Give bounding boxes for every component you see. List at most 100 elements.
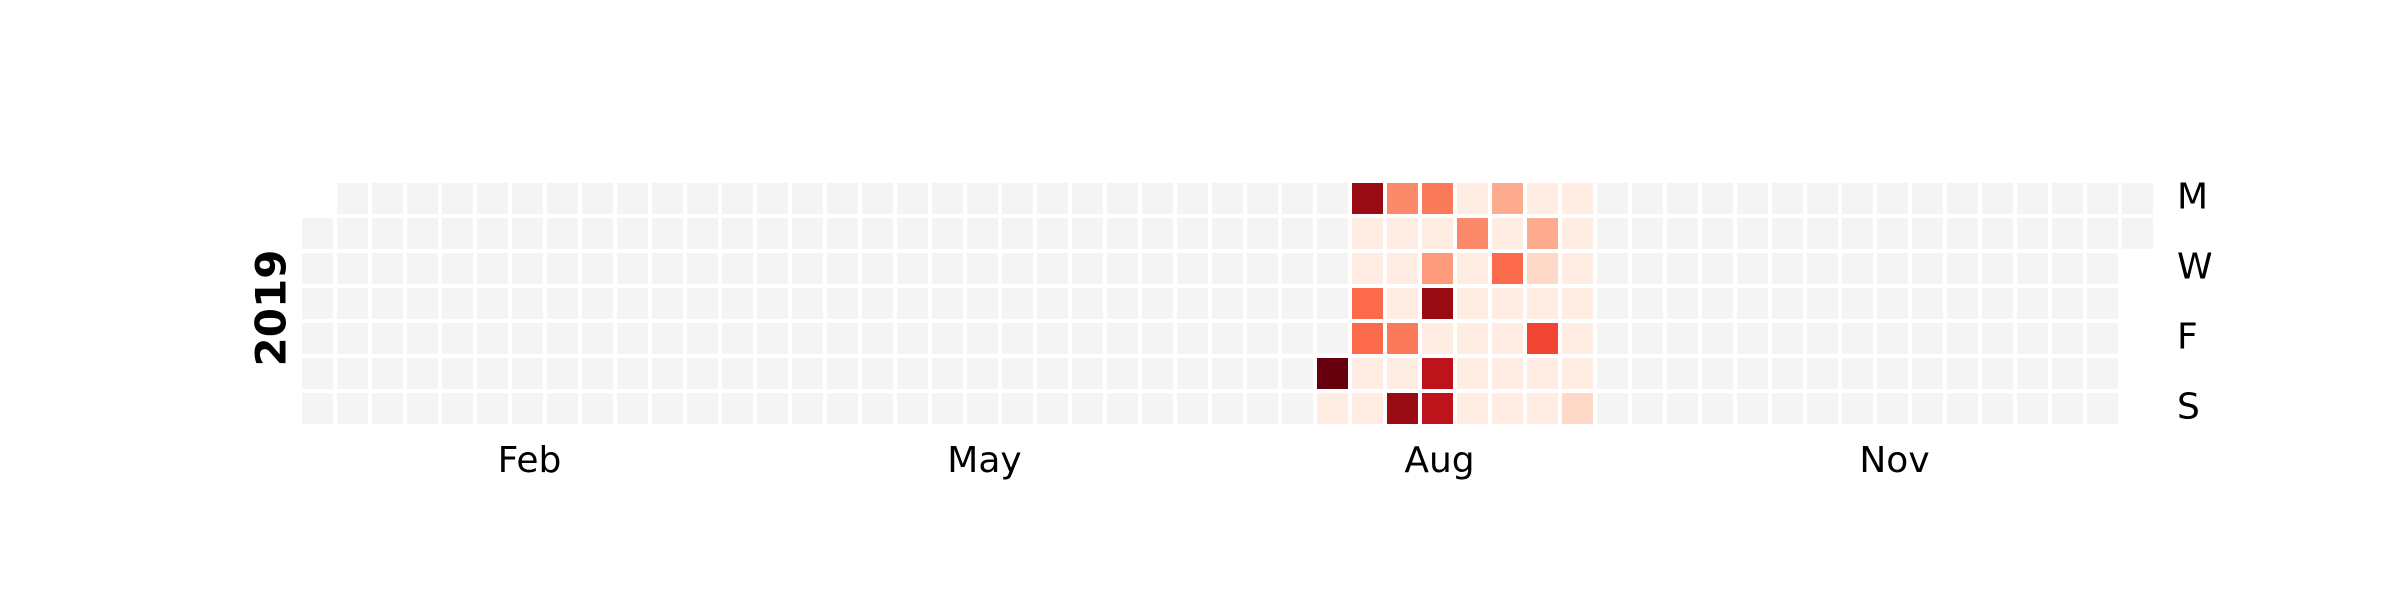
heatmap-cell-active xyxy=(1562,253,1593,284)
heatmap-cell-empty xyxy=(302,253,333,284)
heatmap-cell-empty xyxy=(582,218,613,249)
heatmap-cell-empty xyxy=(2017,288,2048,319)
heatmap-cell-empty xyxy=(1597,253,1628,284)
heatmap-cell-empty xyxy=(547,323,578,354)
heatmap-cell-empty xyxy=(477,358,508,389)
heatmap-cell-empty xyxy=(897,183,928,214)
heatmap-cell-empty xyxy=(1037,288,1068,319)
heatmap-cell-empty xyxy=(687,358,718,389)
heatmap-cell-empty xyxy=(1842,393,1873,424)
heatmap-cell-empty xyxy=(932,253,963,284)
heatmap-cell-empty xyxy=(2017,323,2048,354)
heatmap-cell-empty xyxy=(372,323,403,354)
heatmap-cell-empty xyxy=(512,288,543,319)
heatmap-cell-empty xyxy=(1702,323,1733,354)
heatmap-cell-empty xyxy=(1667,183,1698,214)
heatmap-cell-active xyxy=(1562,393,1593,424)
heatmap-cell-empty xyxy=(1807,218,1838,249)
heatmap-cell-empty xyxy=(1667,358,1698,389)
heatmap-cell-empty xyxy=(827,183,858,214)
heatmap-cell-active xyxy=(1457,253,1488,284)
heatmap-cell-empty xyxy=(1737,358,1768,389)
heatmap-cell-empty xyxy=(1947,358,1978,389)
heatmap-cell-empty xyxy=(757,393,788,424)
heatmap-cell-active xyxy=(1562,358,1593,389)
heatmap-cell-empty xyxy=(1772,393,1803,424)
heatmap-cell-empty xyxy=(897,253,928,284)
heatmap-cell-empty xyxy=(2017,183,2048,214)
heatmap-cell-empty xyxy=(2017,253,2048,284)
heatmap-cell-empty xyxy=(1737,183,1768,214)
heatmap-cell-empty xyxy=(337,288,368,319)
heatmap-cell-empty xyxy=(1982,288,2013,319)
heatmap-cell-empty xyxy=(827,358,858,389)
heatmap-cell-empty xyxy=(1632,183,1663,214)
heatmap-cell-empty xyxy=(1982,218,2013,249)
heatmap-cell-empty xyxy=(1317,183,1348,214)
heatmap-cell-empty xyxy=(1282,218,1313,249)
heatmap-cell-empty xyxy=(302,288,333,319)
heatmap-cell-empty xyxy=(617,253,648,284)
heatmap-cell-active xyxy=(1422,218,1453,249)
heatmap-cell-empty xyxy=(407,288,438,319)
heatmap-cell-empty xyxy=(477,253,508,284)
heatmap-cell-empty xyxy=(1072,288,1103,319)
heatmap-cell-empty xyxy=(862,393,893,424)
heatmap-cell-empty xyxy=(617,393,648,424)
heatmap-cell-active xyxy=(1492,288,1523,319)
heatmap-cell-empty xyxy=(1947,183,1978,214)
heatmap-cell-empty xyxy=(1807,183,1838,214)
heatmap-cell-empty xyxy=(827,323,858,354)
heatmap-cell-empty xyxy=(722,253,753,284)
heatmap-cell-empty xyxy=(1002,288,1033,319)
heatmap-cell-empty xyxy=(1912,183,1943,214)
heatmap-cell-empty xyxy=(2087,358,2118,389)
heatmap-cell-empty xyxy=(652,323,683,354)
heatmap-cell-empty xyxy=(582,288,613,319)
heatmap-cell-empty xyxy=(862,218,893,249)
heatmap-cell-empty xyxy=(1982,323,2013,354)
heatmap-cell-empty xyxy=(372,358,403,389)
heatmap-cell-empty xyxy=(1842,218,1873,249)
heatmap-cell-active xyxy=(1352,183,1383,214)
heatmap-cell-empty xyxy=(1947,253,1978,284)
heatmap-cell-empty xyxy=(1912,358,1943,389)
heatmap-cell-active xyxy=(1387,288,1418,319)
heatmap-cell-empty xyxy=(722,183,753,214)
heatmap-cell-empty xyxy=(1982,393,2013,424)
heatmap-cell-empty xyxy=(1807,323,1838,354)
heatmap-cell-empty xyxy=(1002,323,1033,354)
heatmap-cell-empty xyxy=(1772,358,1803,389)
month-label: May xyxy=(947,440,1021,481)
heatmap-cell-empty xyxy=(1842,358,1873,389)
heatmap-cell-empty xyxy=(442,393,473,424)
heatmap-cell-empty xyxy=(687,253,718,284)
heatmap-cell-empty xyxy=(2087,253,2118,284)
heatmap-cell-empty xyxy=(582,323,613,354)
heatmap-cell-empty xyxy=(1877,218,1908,249)
heatmap-cell-empty xyxy=(1282,253,1313,284)
heatmap-cell-empty xyxy=(547,253,578,284)
heatmap-cell-empty xyxy=(1212,253,1243,284)
heatmap-cell-empty xyxy=(407,323,438,354)
heatmap-cell-empty xyxy=(827,288,858,319)
heatmap-cell-empty xyxy=(1317,323,1348,354)
heatmap-cell-empty xyxy=(1037,393,1068,424)
heatmap-cell-empty xyxy=(2087,218,2118,249)
heatmap-cell-active xyxy=(1562,288,1593,319)
month-labels: Feb May Aug Nov xyxy=(498,440,1930,481)
heatmap-cell-empty xyxy=(1842,288,1873,319)
heatmap-cell-empty xyxy=(1667,323,1698,354)
heatmap-cell-empty xyxy=(617,218,648,249)
heatmap-cell-empty xyxy=(582,253,613,284)
heatmap-cell-empty xyxy=(1632,323,1663,354)
month-label: Aug xyxy=(1404,440,1474,481)
heatmap-cell-empty xyxy=(337,323,368,354)
heatmap-cell-empty xyxy=(1947,218,1978,249)
heatmap-cell-empty xyxy=(932,323,963,354)
heatmap-cell-empty xyxy=(512,183,543,214)
heatmap-cell-empty xyxy=(897,393,928,424)
heatmap-cell-empty xyxy=(1107,288,1138,319)
heatmap-cell-empty xyxy=(2052,323,2083,354)
